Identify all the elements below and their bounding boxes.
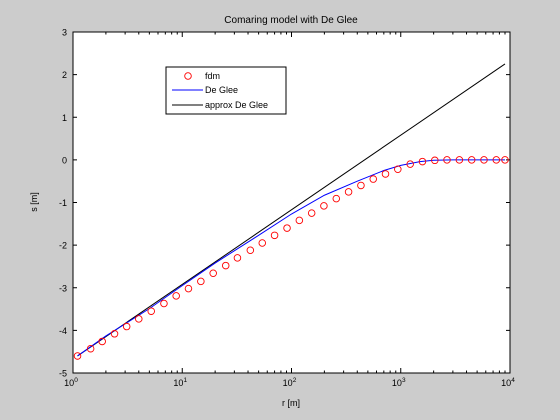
fdm-point (344, 188, 353, 196)
fdm-point (110, 330, 119, 338)
fdm-point (98, 337, 106, 346)
x-tick-base: 10 (283, 378, 293, 388)
x-tick-base: 10 (64, 378, 74, 388)
y-tick-label: -5 (59, 369, 67, 379)
fdm-point (172, 292, 180, 300)
y-tick-label: 0 (62, 155, 67, 165)
fdm-point (295, 216, 304, 225)
x-tick-exponent: 0 (74, 377, 78, 384)
fdm-point (283, 224, 291, 232)
fdm-point (357, 181, 365, 190)
legend: fdm De Glee approx De Glee (165, 66, 287, 115)
fdm-point (320, 202, 328, 210)
fdm-point (246, 246, 255, 254)
chart-title: Comaring model with De Glee (224, 15, 358, 26)
fdm-point (492, 156, 501, 164)
series-line-approx-de-glee (77, 63, 506, 357)
fdm-point (394, 165, 402, 173)
x-tick-label: 100 (64, 377, 78, 388)
y-axis-label: s [m] (29, 192, 39, 212)
fdm-point (418, 157, 427, 166)
x-tick-exponent: 4 (511, 377, 515, 384)
fdm-point (233, 254, 242, 262)
x-tick-base: 10 (173, 378, 183, 388)
fdm-point (197, 277, 205, 286)
fdm-point (122, 322, 131, 331)
fdm-point (221, 261, 230, 270)
x-tick-exponent: 1 (183, 377, 187, 384)
y-tick-label: -2 (59, 241, 67, 251)
plot-area (73, 32, 510, 373)
fdm-point (369, 175, 377, 183)
axes-frame (72, 31, 511, 374)
fdm-point (160, 299, 168, 308)
chart-marks (73, 63, 509, 360)
y-tick-label: -1 (59, 198, 67, 208)
y-tick-label: 1 (62, 113, 67, 123)
legend-label-approx: approx De Glee (205, 100, 268, 110)
fdm-point (73, 352, 82, 360)
x-tick-exponent: 2 (293, 377, 297, 384)
fdm-point (480, 156, 488, 164)
fdm-point (147, 307, 155, 315)
x-tick-label: 102 (283, 377, 297, 388)
fdm-point (406, 160, 414, 168)
x-tick-base: 10 (501, 378, 511, 388)
fdm-point (431, 156, 439, 165)
y-tick-label: -4 (59, 326, 67, 336)
fdm-point (332, 194, 341, 203)
fdm-point (467, 156, 476, 164)
y-tick-label: -3 (59, 283, 67, 293)
fdm-point (501, 156, 509, 164)
legend-label-fdm: fdm (205, 71, 220, 81)
fdm-point (455, 156, 464, 164)
fdm-point (443, 156, 451, 164)
x-tick-base: 10 (392, 378, 402, 388)
fdm-point (209, 269, 217, 278)
fdm-point (135, 315, 143, 323)
x-tick-exponent: 3 (402, 377, 406, 384)
fdm-point (270, 231, 279, 240)
legend-marker-fdm (184, 72, 192, 80)
fdm-point (307, 209, 316, 217)
y-tick-label: 2 (62, 70, 67, 80)
x-tick-label: 103 (392, 377, 406, 388)
fdm-point (258, 239, 267, 247)
x-axis-label: r [m] (282, 398, 300, 408)
x-tick-label: 104 (501, 377, 515, 388)
legend-label-degl: De Glee (205, 85, 238, 95)
y-tick-label: 3 (62, 28, 67, 38)
fdm-point (184, 284, 193, 293)
fdm-point (381, 170, 390, 178)
fdm-point (86, 344, 95, 353)
x-tick-label: 101 (173, 377, 187, 388)
